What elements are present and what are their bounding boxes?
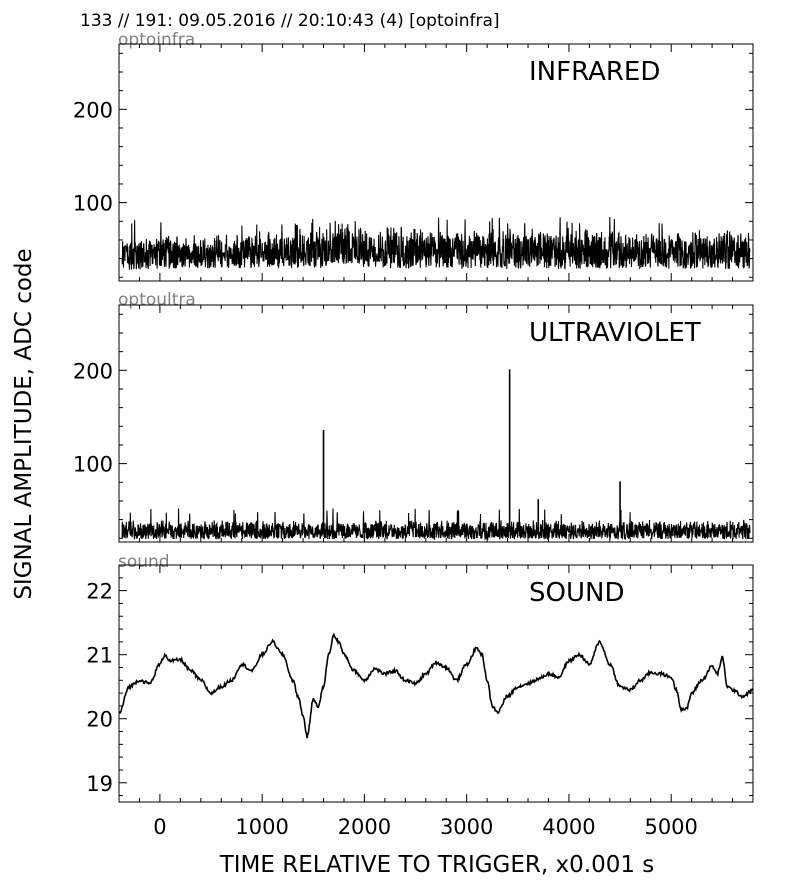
y-tick-label: 22 <box>86 580 113 604</box>
x-tick-label: 2000 <box>338 815 391 839</box>
y-tick-label: 200 <box>73 98 113 122</box>
y-tick-label: 100 <box>73 192 113 216</box>
y-tick-label: 19 <box>86 772 113 796</box>
panel-title-sound: SOUND <box>529 578 624 608</box>
panel-title-ultraviolet: ULTRAVIOLET <box>529 318 701 348</box>
source-label-optoinfra: optoinfra <box>118 30 195 50</box>
x-tick-label: 4000 <box>542 815 595 839</box>
y-tick-label: 100 <box>73 453 113 477</box>
y-tick-label: 20 <box>86 708 113 732</box>
series-ultraviolet <box>121 369 751 541</box>
panel-title-infrared: INFRARED <box>529 57 660 87</box>
panel-infrared: optoinfra INFRARED 100 200 <box>73 30 754 282</box>
source-label-sound: sound <box>118 552 170 572</box>
ticks-infrared: 100 200 <box>73 44 754 281</box>
plot-frame-ultraviolet <box>118 304 754 543</box>
panel-sound: sound SOUND 0 1000 2000 3000 4000 5000 19 20 21 2… <box>86 552 754 839</box>
ticks-ultraviolet: 100 200 <box>73 305 754 542</box>
series-infrared <box>121 217 751 270</box>
y-tick-label: 21 <box>86 644 113 668</box>
header-text: 133 // 191: 09.05.2016 // 20:10:43 (4) [… <box>80 11 500 31</box>
x-tick-label: 3000 <box>440 815 493 839</box>
ticks-sound: 0 1000 2000 3000 4000 5000 19 20 21 22 <box>86 564 754 839</box>
plot-frame-sound <box>118 564 754 803</box>
noise-trace <box>121 217 751 270</box>
sound-line <box>118 632 754 739</box>
x-tick-label: 5000 <box>644 815 697 839</box>
y-axis-label: SIGNAL AMPLITUDE, ADC code <box>11 248 37 599</box>
source-label-optoultra: optoultra <box>118 290 196 310</box>
plot-frame-infrared <box>118 43 754 282</box>
x-axis-label: TIME RELATIVE TO TRIGGER, x0.001 s <box>219 852 655 878</box>
y-tick-label: 200 <box>73 359 113 383</box>
panel-ultraviolet: optoultra ULTRAVIOLET 100 200 <box>73 290 754 543</box>
noise-trace <box>121 508 751 541</box>
series-sound <box>118 632 754 739</box>
x-tick-label: 1000 <box>235 815 288 839</box>
x-tick-label: 0 <box>153 815 166 839</box>
